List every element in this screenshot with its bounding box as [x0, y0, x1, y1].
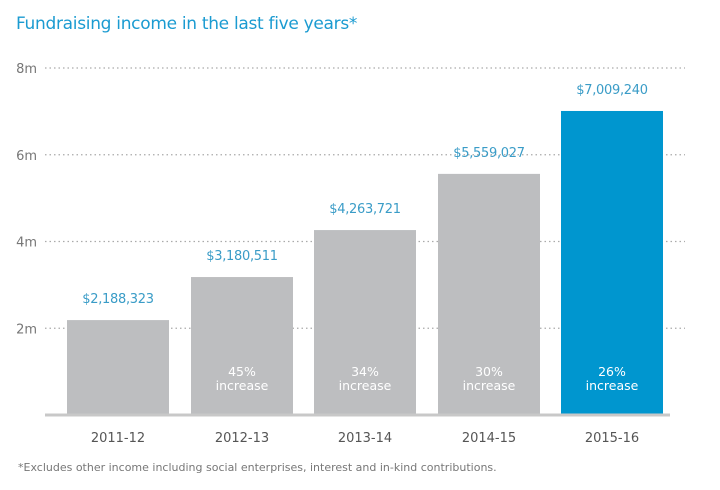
- y-tick-label: 8m: [16, 62, 37, 77]
- increase-percent: 45%: [228, 364, 256, 379]
- x-tick-label: 2013-14: [338, 431, 392, 446]
- increase-word: increase: [339, 378, 392, 393]
- increase-percent: 30%: [475, 364, 503, 379]
- y-tick-label: 6m: [16, 149, 37, 164]
- value-label: $5,559,027: [453, 146, 524, 161]
- y-tick-label: 4m: [16, 236, 37, 251]
- bar-2014-15: [438, 173, 540, 415]
- increase-word: increase: [216, 378, 269, 393]
- y-tick-label: 2m: [16, 322, 37, 337]
- x-tick-label: 2012-13: [215, 431, 269, 446]
- increase-word: increase: [463, 378, 516, 393]
- footnote: *Excludes other income including social …: [18, 461, 497, 474]
- bar-2013-14: [314, 230, 416, 415]
- x-tick-label: 2014-15: [462, 431, 516, 446]
- chart-title: Fundraising income in the last five year…: [16, 14, 358, 34]
- increase-word: increase: [586, 378, 639, 393]
- value-label: $7,009,240: [576, 83, 647, 98]
- x-tick-label: 2011-12: [91, 431, 145, 446]
- increase-percent: 26%: [598, 364, 626, 379]
- bar-2011-12: [67, 320, 169, 415]
- bar-2012-13: [191, 277, 293, 415]
- bar-2015-16: [561, 110, 663, 415]
- x-tick-label: 2015-16: [585, 431, 639, 446]
- value-label: $3,180,511: [206, 249, 277, 264]
- value-label: $4,263,721: [329, 202, 400, 217]
- increase-percent: 34%: [351, 364, 379, 379]
- value-label: $2,188,323: [82, 292, 153, 307]
